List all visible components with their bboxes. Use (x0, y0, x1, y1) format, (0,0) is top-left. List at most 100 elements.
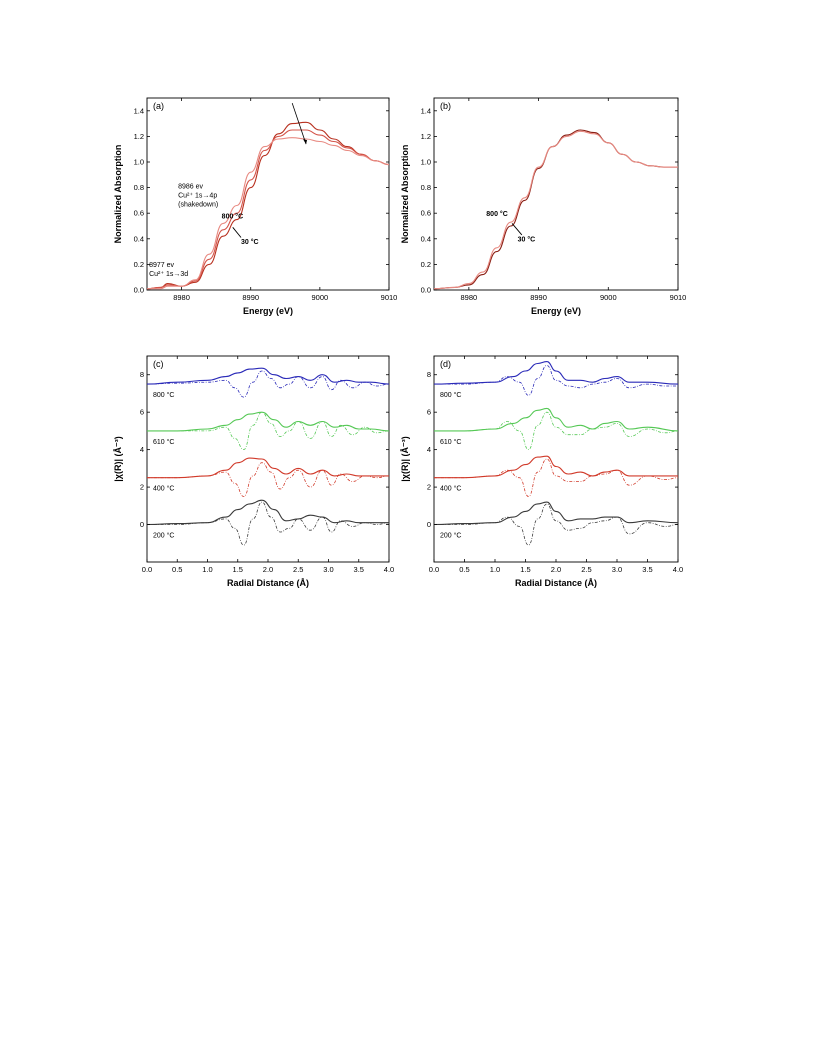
series-line-610-data (434, 407, 678, 432)
annotation-shakedown: Cu²⁺ 1s→4p (178, 193, 217, 200)
x-axis-title: Energy (eV) (531, 306, 581, 316)
y-tick-label: 1.0 (134, 158, 144, 167)
panel-c-exafs-heating: 0.0 0.5 1.0 1.5 2.0 2.5 3.0 3.5 4.0 0 2 4 6 8 Radial D… (113, 355, 394, 588)
y-tick-label: 4 (427, 445, 431, 454)
x-tick-label: 2.5 (293, 565, 303, 574)
y-tick-label: 8 (140, 370, 144, 379)
y-axis-title: |χ(R)| (Å⁻³) (400, 436, 410, 481)
series-line-800-fit (434, 364, 678, 396)
annotation-shakedown: 8986 ev (178, 184, 203, 191)
panel-label: (c) (153, 359, 164, 369)
y-tick-label: 6 (427, 408, 431, 417)
series-line-800-data (434, 361, 678, 385)
series-group (434, 361, 678, 546)
y-axis-title: |χ(R)| (Å⁻³) (113, 436, 123, 481)
y-tick-label: 1.2 (421, 132, 431, 141)
x-tick-label: 3.0 (612, 565, 622, 574)
y-tick-label: 1.2 (134, 132, 144, 141)
panel-b-xanes-cooling: 8980 8990 9000 9010 0.0 0.2 0.4 0.6 0.8 1.0 1.2 1.4… (400, 97, 687, 316)
y-tick-label: 0.4 (134, 234, 144, 243)
panel-d-exafs-cooling: 0.0 0.5 1.0 1.5 2.0 2.5 3.0 3.5 4.0 0 2 4 6 8 Radial D… (400, 355, 683, 588)
annotation-800c: 800 °C (486, 210, 507, 218)
y-tick-label: 1.4 (421, 106, 431, 115)
x-tick-label: 2.0 (263, 565, 273, 574)
y-tick-label: 1.0 (421, 158, 431, 167)
series-line-610-fit (147, 411, 389, 451)
x-tick-label: 1.0 (490, 565, 500, 574)
y-tick-label: 0.4 (421, 234, 431, 243)
x-tick-label: 1.0 (202, 565, 212, 574)
y-tick-label: 0.2 (421, 260, 431, 269)
x-tick-label: 2.0 (551, 565, 561, 574)
y-tick-label: 0.8 (421, 183, 431, 192)
y-tick-label: 0.8 (134, 183, 144, 192)
y-tick-label: 0 (140, 520, 144, 529)
series-line-800-data (147, 367, 389, 385)
x-tick-label: 1.5 (233, 565, 243, 574)
y-tick-label: 0.6 (421, 209, 431, 218)
y-tick-label: 0 (427, 520, 431, 529)
x-tick-label: 9000 (600, 293, 617, 302)
series-line-0-data (434, 129, 678, 290)
x-tick-label: 0.0 (429, 565, 439, 574)
x-tick-label: 8980 (173, 293, 190, 302)
panel-label: (a) (153, 101, 164, 111)
annotation-800c: 800 °C (222, 212, 243, 220)
plot-frame (146, 97, 390, 291)
x-axis-title: Radial Distance (Å) (227, 578, 309, 588)
annotation-30c: 30 °C (241, 238, 259, 246)
x-tick-label: 4.0 (673, 565, 683, 574)
series-label: 200 °C (153, 532, 174, 540)
y-tick-label: 2 (140, 483, 144, 492)
series-line-400-fit (434, 458, 678, 497)
series-label: 610 °C (440, 438, 461, 446)
x-tick-label: 0.0 (142, 565, 152, 574)
x-tick-label: 4.0 (384, 565, 394, 574)
annotation-pre-edge: Cu²⁺ 1s→3d (149, 271, 188, 278)
series-label: 800 °C (153, 391, 174, 399)
series-line-800-fit (147, 370, 389, 398)
series-label: 400 °C (153, 485, 174, 493)
series-label: 200 °C (440, 532, 461, 540)
x-tick-label: 9000 (312, 293, 329, 302)
y-tick-label: 0.0 (134, 286, 144, 295)
series-group (434, 129, 678, 290)
x-tick-label: 3.5 (354, 565, 364, 574)
series-line-400-data (434, 455, 678, 479)
x-tick-label: 0.5 (459, 565, 469, 574)
series-line-200-data (434, 501, 678, 526)
x-tick-label: 1.5 (520, 565, 530, 574)
panel-label: (b) (440, 101, 451, 111)
annotation-shakedown: (shakedown) (178, 202, 218, 209)
arrow-800-30 (511, 223, 523, 236)
y-axis-title: Normalized Absorption (113, 145, 123, 244)
arrow-peak (291, 102, 307, 145)
plot-frame (433, 355, 679, 563)
x-tick-label: 2.5 (581, 565, 591, 574)
series-label: 800 °C (440, 391, 461, 399)
plot-frame (146, 355, 390, 563)
series-group (147, 367, 389, 546)
annotation-30c: 30 °C (518, 235, 536, 243)
series-line-2-data (147, 137, 389, 290)
panel-a-xanes-heating: 8980 8990 9000 9010 0.0 0.2 0.4 0.6 0.8 1.0 1.2 1.4… (113, 97, 397, 316)
y-tick-label: 6 (140, 408, 144, 417)
series-line-1-data (434, 130, 678, 290)
x-tick-label: 8990 (530, 293, 547, 302)
x-tick-label: 9010 (670, 293, 687, 302)
series-line-400-fit (147, 462, 389, 497)
y-tick-label: 4 (140, 445, 144, 454)
panel-label: (d) (440, 359, 451, 369)
y-axis-title: Normalized Absorption (400, 145, 410, 244)
x-tick-label: 3.5 (642, 565, 652, 574)
x-tick-label: 3.0 (323, 565, 333, 574)
annotation-pre-edge: 8977 ev (149, 262, 174, 269)
series-line-200-data (147, 499, 389, 526)
series-line-610-data (147, 411, 389, 432)
series-line-200-fit (434, 503, 678, 546)
y-tick-label: 0.2 (134, 260, 144, 269)
arrow-800-30 (232, 226, 242, 238)
y-tick-label: 0.0 (421, 286, 431, 295)
series-label: 610 °C (153, 438, 174, 446)
